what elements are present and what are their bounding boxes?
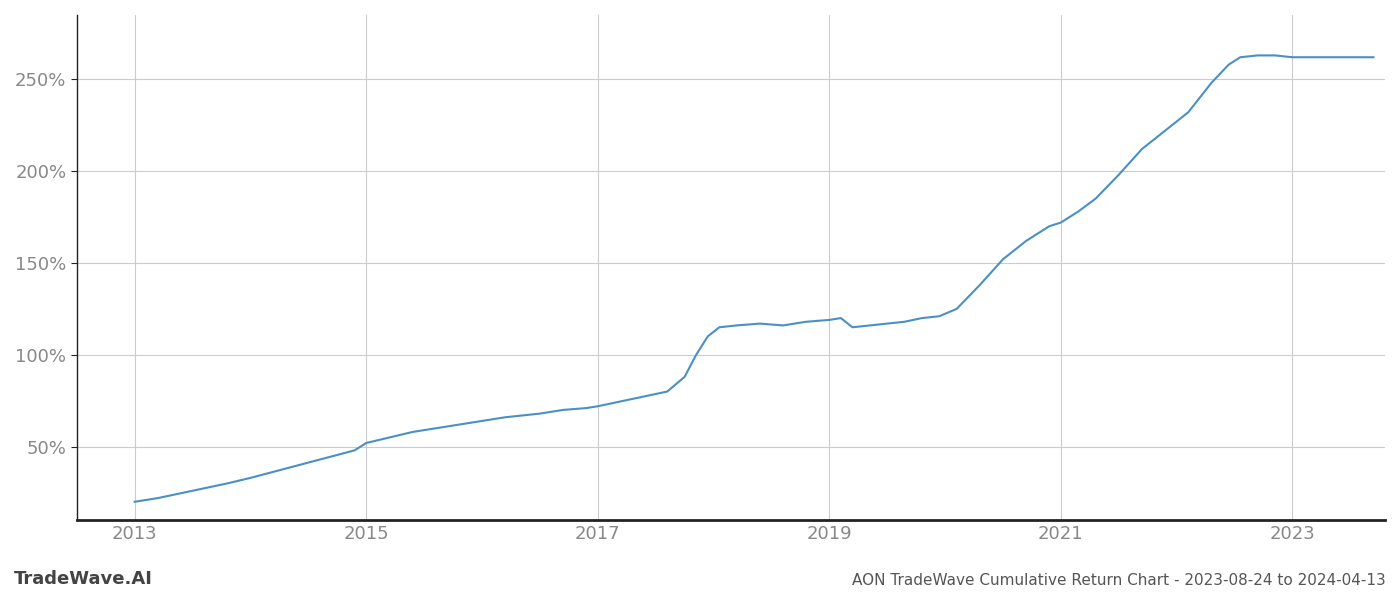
Text: TradeWave.AI: TradeWave.AI (14, 570, 153, 588)
Text: AON TradeWave Cumulative Return Chart - 2023-08-24 to 2024-04-13: AON TradeWave Cumulative Return Chart - … (853, 573, 1386, 588)
